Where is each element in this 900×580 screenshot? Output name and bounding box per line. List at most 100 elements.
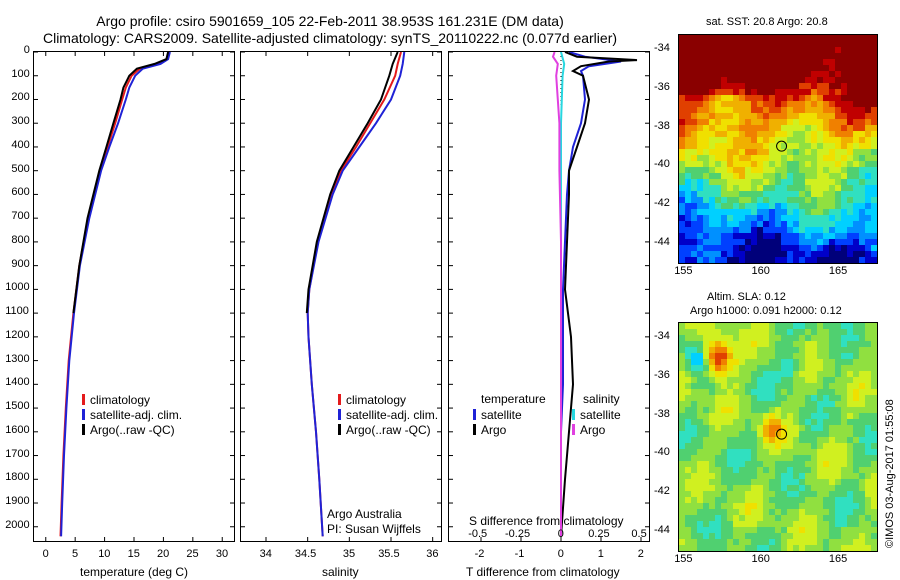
map-cell (763, 203, 769, 209)
map-cell (763, 521, 769, 527)
map-cell (871, 323, 877, 329)
map-cell (793, 155, 799, 161)
map-cell (859, 353, 865, 359)
map-cell (787, 65, 793, 71)
map-cell (727, 209, 733, 215)
map-cell (841, 185, 847, 191)
map-cell (781, 131, 787, 137)
map-cell (721, 227, 727, 233)
map-cell (733, 353, 739, 359)
map-cell (817, 131, 823, 137)
map-cell (727, 41, 733, 47)
map-cell (853, 107, 859, 113)
map-cell (691, 227, 697, 233)
map-cell (697, 371, 703, 377)
map-cell (727, 533, 733, 539)
map-cell (811, 65, 817, 71)
map-cell (859, 503, 865, 509)
lon-tick-label: 160 (751, 553, 770, 565)
map-cell (685, 371, 691, 377)
map-cell (799, 239, 805, 245)
map-cell (787, 389, 793, 395)
map-cell (721, 191, 727, 197)
map-cell (865, 521, 871, 527)
map-cell (823, 65, 829, 71)
map-cell (727, 251, 733, 257)
map-cell (739, 101, 745, 107)
map-cell (775, 137, 781, 143)
map-cell (853, 167, 859, 173)
map-cell (751, 209, 757, 215)
map-cell (841, 173, 847, 179)
map-cell (751, 401, 757, 407)
map-cell (829, 137, 835, 143)
map-cell (739, 251, 745, 257)
map-cell (787, 179, 793, 185)
map-cell (817, 455, 823, 461)
map-cell (751, 407, 757, 413)
map-cell (847, 95, 853, 101)
map-cell (757, 47, 763, 53)
map-cell (733, 497, 739, 503)
map-cell (847, 239, 853, 245)
map-cell (835, 335, 841, 341)
map-cell (697, 83, 703, 89)
map-cell (859, 113, 865, 119)
map-cell (721, 533, 727, 539)
map-cell (793, 419, 799, 425)
map-cell (787, 407, 793, 413)
map-cell (871, 41, 877, 47)
map-cell (757, 227, 763, 233)
map-cell (763, 185, 769, 191)
map-cell (781, 233, 787, 239)
map-cell (733, 347, 739, 353)
map-cell (805, 431, 811, 437)
map-cell (811, 419, 817, 425)
map-cell (853, 215, 859, 221)
map-cell (811, 515, 817, 521)
map-cell (835, 527, 841, 533)
map-cell (691, 83, 697, 89)
map-cell (679, 479, 685, 485)
map-cell (817, 155, 823, 161)
map-cell (763, 353, 769, 359)
map-cell (805, 479, 811, 485)
map-cell (715, 119, 721, 125)
map-cell (841, 155, 847, 161)
map-cell (781, 101, 787, 107)
map-cell (865, 209, 871, 215)
map-cell (799, 161, 805, 167)
map-cell (757, 407, 763, 413)
chart-title-line2: Climatology: CARS2009. Satellite-adjuste… (42, 30, 618, 46)
map-cell (793, 77, 799, 83)
map-cell (751, 251, 757, 257)
map-cell (859, 485, 865, 491)
map-cell (721, 395, 727, 401)
map-cell (745, 239, 751, 245)
map-cell (751, 479, 757, 485)
map-cell (811, 77, 817, 83)
x-tick-label: 0 (557, 548, 564, 560)
map-cell (763, 71, 769, 77)
map-cell (745, 455, 751, 461)
map-cell (793, 383, 799, 389)
map-cell (757, 83, 763, 89)
map-cell (841, 521, 847, 527)
map-cell (823, 131, 829, 137)
map-cell (835, 257, 841, 263)
map-cell (679, 137, 685, 143)
map-cell (835, 479, 841, 485)
map-cell (847, 413, 853, 419)
map-cell (853, 533, 859, 539)
map-cell (679, 179, 685, 185)
map-cell (751, 419, 757, 425)
map-cell (871, 395, 877, 401)
map-cell (823, 149, 829, 155)
map-cell (841, 119, 847, 125)
map-cell (733, 203, 739, 209)
map-cell (691, 539, 697, 545)
map-cell (769, 143, 775, 149)
map-cell (841, 545, 847, 551)
map-cell (781, 125, 787, 131)
map-cell (865, 467, 871, 473)
